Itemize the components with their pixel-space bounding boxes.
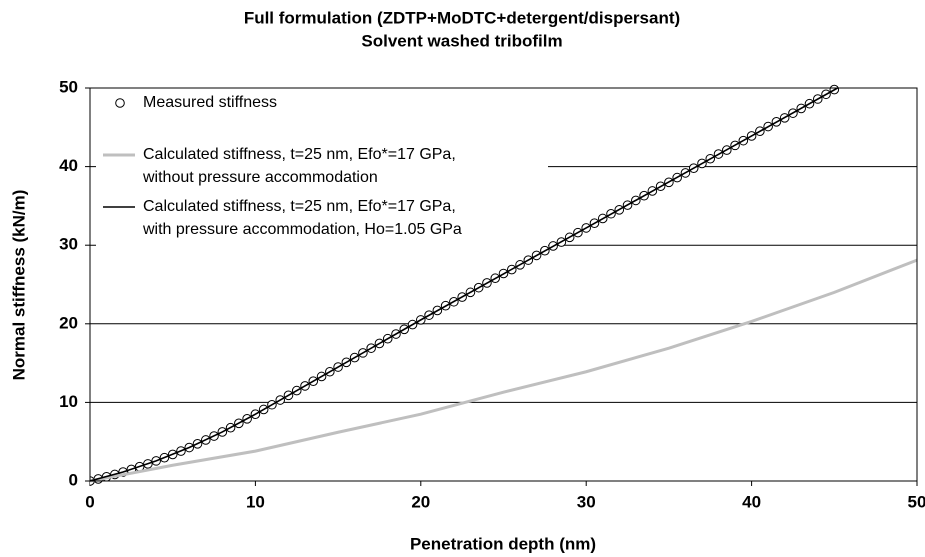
x-axis-label: Penetration depth (nm) [410, 534, 596, 553]
x-tick-label: 30 [577, 492, 596, 511]
legend-background [96, 92, 548, 260]
series-layer [90, 84, 918, 486]
chart-title: Full formulation (ZDTP+MoDTC+detergent/d… [244, 8, 680, 27]
chart-subtitle: Solvent washed tribofilm [361, 31, 562, 50]
y-tick-label: 10 [59, 392, 78, 411]
x-tick-label: 50 [908, 492, 925, 511]
legend-label: Calculated stiffness, t=25 nm, Efo*=17 G… [143, 146, 456, 163]
x-tick-label: 20 [411, 492, 430, 511]
y-axis-label: Normal stiffness (kN/m) [9, 190, 28, 381]
data-line [90, 87, 838, 482]
x-tick-label: 10 [246, 492, 265, 511]
legend-marker [115, 98, 125, 108]
plot-border [89, 87, 918, 482]
legend-label: Calculated stiffness, t=25 nm, Efo*=17 G… [143, 198, 456, 215]
y-tick-label: 0 [69, 470, 78, 489]
legend-label: without pressure accommodation [142, 169, 378, 186]
y-tick-label: 50 [59, 77, 78, 96]
y-tick-label: 40 [59, 156, 78, 175]
x-tick-label: 0 [85, 492, 94, 511]
legend-label: with pressure accommodation, Ho=1.05 GPa [142, 221, 462, 238]
data-line [90, 258, 918, 483]
y-tick-label: 30 [59, 235, 78, 254]
y-tick-label: 20 [59, 313, 78, 332]
x-tick-label: 40 [742, 492, 761, 511]
legend-label: Measured stiffness [143, 94, 277, 111]
